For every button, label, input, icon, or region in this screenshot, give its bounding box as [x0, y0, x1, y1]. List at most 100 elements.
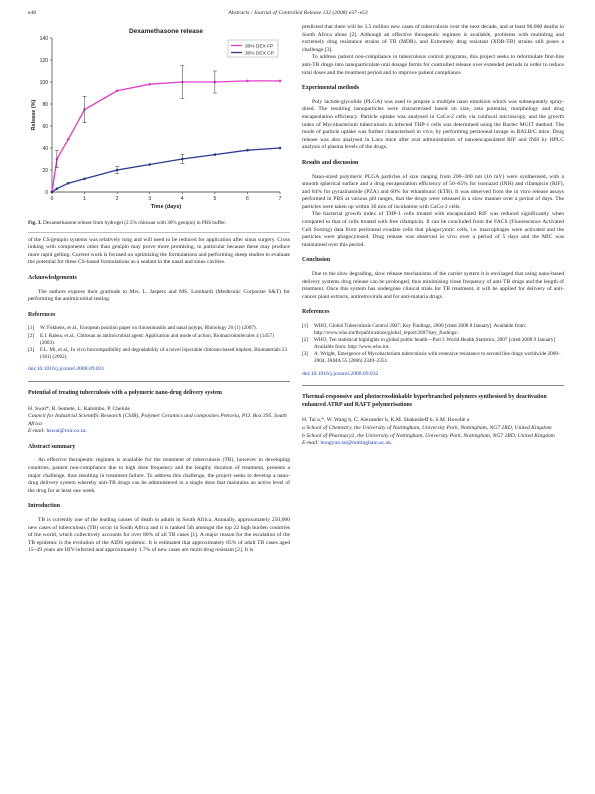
reference-number: [3] — [302, 351, 309, 358]
left-reference-1: [1] W. Fokkens, et al., European position… — [28, 325, 290, 332]
data-point — [246, 148, 249, 152]
reference-text: WHO, Ten statistical highlights in globa… — [314, 337, 556, 350]
data-point — [148, 163, 152, 166]
left-reference-3: [3] F.L. Mi, et al., In vivo biocompatibi… — [28, 347, 290, 360]
results-text-2: The bacterial growth index of THP-1 cell… — [302, 211, 564, 248]
email-link-polymers[interactable]: hongyun.tai@nottingham.ac.uk. — [320, 440, 393, 447]
intro-heading: Introduction — [28, 503, 60, 510]
x-tick-label: 7 — [279, 196, 282, 202]
right-reference-2: [2] WHO, Ten statistical highlights in gl… — [302, 337, 564, 350]
intro-text: TB is currently one of the leading cause… — [28, 517, 290, 554]
email-line-polymers: E-mail: hongyun.tai@nottingham.ac.uk. — [302, 440, 564, 448]
series-line-1 — [51, 80, 280, 193]
abstract-text: An effective therapeutic regimen is avai… — [28, 457, 290, 494]
x-tick-label: 0 — [51, 196, 54, 202]
right-column: predicted that there will be 3.5 million… — [302, 24, 564, 448]
caption-divider — [28, 231, 290, 233]
x-tick-label: 2 — [116, 196, 119, 202]
methods-text: Poly lactide-glycolide (PLGA) was used t… — [302, 98, 564, 151]
reference-number: [2] — [302, 337, 309, 344]
journal-title: Abstracts / Journal of Controlled Releas… — [228, 10, 368, 16]
data-point — [148, 82, 152, 86]
email-line-tb: E-mail: hswai@csir.co.za. — [28, 428, 290, 436]
y-axis-label: Release (%) — [31, 99, 37, 130]
authors-tb: H. Swai*, B. Semete, L. Kalombo, P. Chel… — [28, 405, 130, 412]
left-column: Dexamethasone release 0 20 40 60 80 100 120 140 0… — [28, 24, 290, 555]
y-tick-label: 40 — [42, 146, 48, 152]
y-tick-label: 100 — [40, 80, 49, 86]
right-para-2: To address patient non-compliance in tub… — [302, 54, 564, 76]
right-doi-link[interactable]: doi:10.1016/j.jconrel.2008.09.032 — [302, 370, 379, 377]
caption-text: Dexamethasone release from hydrogel (2.5… — [43, 220, 227, 226]
x-tick-label: 1 — [83, 196, 86, 202]
x-tick-label: 6 — [246, 196, 249, 202]
article-divider — [28, 380, 290, 382]
right-reference-list: [1] WHO, Global Tuberculosis Control 2007… — [302, 323, 564, 365]
page-number: e48 — [28, 10, 37, 16]
reference-number: [1] — [28, 325, 35, 332]
x-tick-label: 3 — [148, 196, 151, 202]
reference-number: [2] — [28, 332, 35, 339]
data-point — [213, 153, 217, 156]
data-point — [66, 137, 70, 141]
reference-number: [1] — [302, 323, 309, 329]
y-tick-label: 60 — [42, 124, 48, 130]
left-para-1: of the CS/genipin systems was relatively… — [28, 236, 290, 266]
conclusion-heading: Conclusion — [302, 257, 331, 264]
right-reference-1: [1] WHO, Global Tuberculosis Control 2007… — [302, 323, 564, 336]
left-reference-2: [2] E.I. Rabea, et al., Chitosan as antim… — [28, 333, 290, 346]
ack-text: The authors express their gratitude to M… — [28, 288, 290, 303]
conclusion-text: Due to the slow degrading, slow release … — [302, 271, 564, 300]
y-tick-label: 0 — [45, 190, 48, 196]
article-divider-right — [302, 385, 564, 387]
y-tick-label: 20 — [42, 168, 48, 174]
email-link-tb[interactable]: hswai@csir.co.za. — [46, 428, 87, 435]
left-doi[interactable]: doi:10.1016/j.jconrel.2008.09.031 — [28, 366, 290, 374]
data-point — [278, 146, 282, 150]
y-tick-label: 80 — [42, 102, 48, 108]
right-para-1: predicted that there will be 3.5 million… — [302, 24, 564, 53]
data-point — [115, 89, 119, 93]
left-refs-heading: References — [28, 311, 56, 318]
data-point — [55, 187, 59, 190]
data-point — [246, 79, 249, 83]
legend-label: 30% DEX FP — [245, 44, 273, 50]
data-point — [83, 177, 86, 181]
x-tick-label: 4 — [181, 196, 184, 202]
left-doi-link[interactable]: doi:10.1016/j.jconrel.2008.09.031 — [28, 366, 105, 373]
chart-svg: Dexamethasone release 0 20 40 60 80 100 120 140 0… — [28, 24, 290, 218]
y-tick-label: 120 — [40, 58, 49, 64]
authors-polymers: H. Tai a,*, W. Wang b, C. Alexander b, K… — [302, 417, 470, 424]
data-point — [278, 79, 282, 83]
chart-title: Dexamethasone release — [129, 28, 203, 35]
affiliation-tb: Council for Industrial Scientific Resear… — [28, 413, 287, 427]
figure-caption: Fig. 3. Dexamethasone release from hydro… — [28, 220, 290, 227]
email-label-right: E-mail: — [302, 440, 320, 447]
reference-text: W. Fokkens, et al., European position pa… — [40, 325, 257, 332]
right-refs-heading: References — [302, 309, 330, 316]
results-text-1: Nano-sized polymeric PLGA particles of s… — [302, 173, 564, 210]
reference-text: A. Wright, Emergence of Mycobacterium tu… — [314, 351, 561, 364]
x-tick-label: 5 — [213, 196, 216, 202]
reference-text: F.L. Mi, et al., In vivo biocompatibilit… — [40, 347, 288, 360]
right-doi[interactable]: doi:10.1016/j.jconrel.2008.09.032 — [302, 371, 564, 379]
release-chart: Dexamethasone release 0 20 40 60 80 100 120 140 0… — [28, 24, 290, 218]
right-reference-3: [3] A. Wright, Emergence of Mycobacterium… — [302, 351, 564, 364]
affiliation-a: a School of Chemistry, the University of… — [302, 424, 552, 431]
ack-heading: Acknowledgements — [28, 274, 77, 281]
results-heading: Results and discussion — [302, 159, 359, 166]
y-tick-label: 140 — [40, 36, 49, 42]
article-title-tb: Potential of treating tuberculosis with … — [28, 389, 222, 396]
reference-text: WHO, Global Tuberculosis Control 2007: K… — [314, 323, 527, 336]
page-header: e48 Abstracts / Journal of Controlled Re… — [28, 10, 568, 20]
affiliation-b: b School of Pharmacy2, the University of… — [302, 432, 555, 439]
reference-number: [3] — [28, 347, 35, 354]
left-reference-list: [1] W. Fokkens, et al., European position… — [28, 325, 290, 360]
email-label: E-mail: — [28, 428, 46, 435]
abstract-heading: Abstract summary — [28, 443, 76, 450]
data-point — [66, 181, 70, 185]
legend-label: 30% DEX CP — [245, 51, 274, 57]
x-axis-label: Time (days) — [151, 204, 182, 210]
methods-heading: Experimental methods — [302, 85, 360, 92]
article-title-polymers: Thermal-responsive and photocrosslinkabl… — [302, 394, 547, 408]
